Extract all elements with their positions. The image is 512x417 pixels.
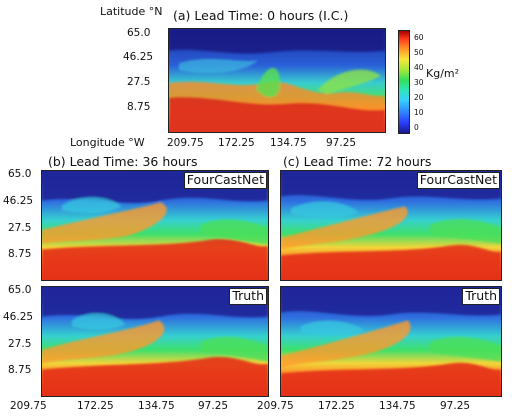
lat-tick: 65.0: [8, 168, 32, 180]
colorbar-tick: 0: [414, 123, 419, 132]
panel-b-title: (b) Lead Time: 36 hours: [48, 154, 198, 169]
colorbar-tick: 30: [414, 78, 424, 87]
lon-tick: 172.25: [318, 400, 355, 412]
lat-tick: 8.75: [8, 364, 32, 376]
latitude-unit: °N: [148, 5, 163, 18]
lon-tick: 134.75: [138, 400, 175, 412]
lon-tick: 97.25: [326, 137, 357, 149]
lat-tick: 46.25: [123, 51, 154, 63]
colorbar-tick: 50: [414, 48, 424, 57]
lon-tick: 209.75: [257, 400, 294, 412]
lon-tick: 172.25: [218, 137, 255, 149]
latitude-axis-title: Latitude °N: [100, 6, 163, 17]
lat-tick: 46.25: [3, 311, 34, 323]
panel-c-fourcastnet-map: FourCastNet: [280, 170, 502, 281]
longitude-axis-title: Longitude °W: [70, 137, 145, 148]
lon-tick: 97.25: [198, 400, 229, 412]
fourcastnet-tag: FourCastNet: [416, 172, 500, 189]
latitude-label: Latitude: [100, 5, 146, 18]
panel-b-truth-map: Truth: [41, 286, 269, 397]
lon-tick: 134.75: [379, 400, 416, 412]
colorbar-tick: 60: [414, 33, 424, 42]
lat-tick: 65.0: [8, 284, 32, 296]
colorbar-tick: 10: [414, 108, 424, 117]
panel-a-field-map: [168, 28, 386, 133]
truth-tag: Truth: [462, 288, 500, 305]
colorbar-unit: Kg/m²: [426, 67, 460, 80]
colorbar-tick: 40: [414, 63, 424, 72]
lat-tick: 27.5: [8, 338, 32, 350]
lat-tick: 65.0: [127, 27, 151, 39]
lat-tick: 8.75: [8, 248, 32, 260]
truth-tag: Truth: [229, 288, 267, 305]
panel-b-fourcastnet-map: FourCastNet: [41, 170, 269, 281]
fourcastnet-tag: FourCastNet: [183, 172, 267, 189]
lat-tick: 46.25: [3, 195, 34, 207]
lon-tick: 134.75: [270, 137, 307, 149]
lat-tick: 27.5: [8, 222, 32, 234]
panel-c-title: (c) Lead Time: 72 hours: [283, 154, 432, 169]
longitude-unit: °W: [128, 136, 145, 149]
panel-a-title: (a) Lead Time: 0 hours (I.C.): [173, 8, 349, 23]
lat-tick: 27.5: [127, 76, 151, 88]
panel-c-truth-map: Truth: [280, 286, 502, 397]
lon-tick: 209.75: [167, 137, 204, 149]
colorbar-tick: 20: [414, 93, 424, 102]
longitude-label: Longitude: [70, 136, 125, 149]
lon-tick: 209.75: [10, 400, 47, 412]
colorbar: [398, 30, 410, 134]
lat-tick: 8.75: [127, 101, 151, 113]
lon-tick: 172.25: [77, 400, 114, 412]
lon-tick: 97.25: [440, 400, 471, 412]
